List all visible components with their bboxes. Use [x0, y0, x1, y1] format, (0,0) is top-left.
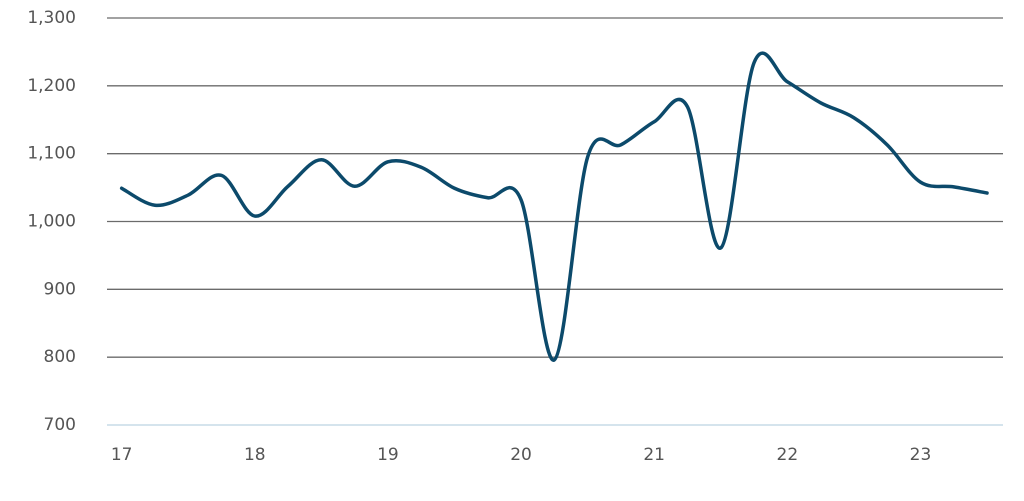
x-tick-label: 19 [377, 445, 399, 465]
x-tick-label: 21 [643, 445, 665, 465]
y-tick-label: 900 [44, 279, 76, 299]
x-tick-label: 23 [910, 445, 932, 465]
y-tick-label: 1,100 [27, 144, 76, 164]
x-tick-label: 18 [244, 445, 266, 465]
y-tick-label: 1,000 [27, 212, 76, 232]
x-tick-label: 17 [111, 445, 133, 465]
y-tick-label: 1,200 [27, 76, 76, 96]
y-tick-label: 800 [44, 347, 76, 367]
x-tick-label: 22 [777, 445, 799, 465]
series-line [119, 51, 989, 362]
x-tick-label: 20 [510, 445, 532, 465]
y-tick-label: 700 [44, 415, 76, 435]
y-tick-label: 1,300 [27, 8, 76, 28]
